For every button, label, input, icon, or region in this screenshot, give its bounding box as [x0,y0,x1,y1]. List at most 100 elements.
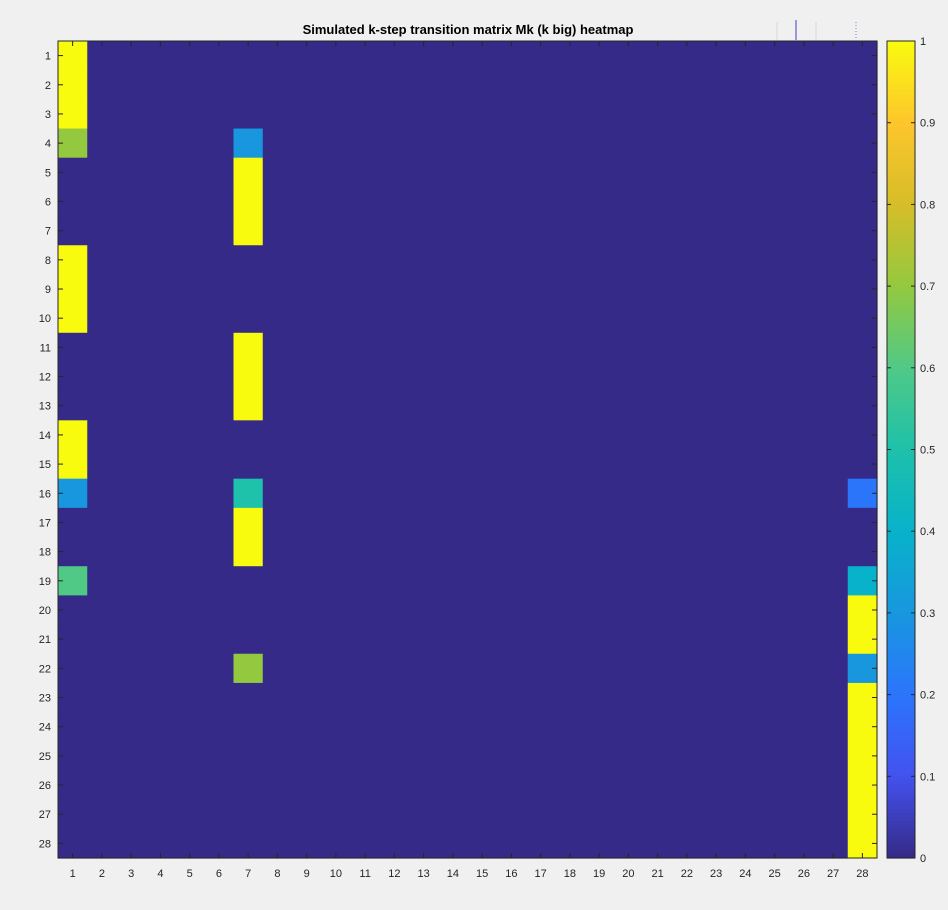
heatmap-cell-r22-c10 [321,653,352,684]
heatmap-cell-r23-c14 [438,682,469,713]
heatmap-cell-r6-c24 [730,186,761,217]
colorbar-segment [887,808,915,814]
heatmap-cell-r25-c20 [613,741,644,772]
heatmap-cell-r6-c2 [87,186,118,217]
colorbar-segment [887,567,915,573]
x-tick-label-10: 10 [330,868,342,880]
heatmap-cell-r17-c5 [175,507,205,538]
heatmap-cell-r15-c17 [526,449,556,480]
heatmap-cell-r11-c23 [701,332,732,363]
heatmap-cell-r7-c6 [204,216,235,246]
heatmap-cell-r4-c15 [467,128,498,159]
heatmap-cell-r13-c24 [730,391,761,421]
heatmap-cell-r12-c10 [321,361,352,392]
heatmap-cell-r7-c3 [116,216,147,246]
y-tick-label-26: 26 [39,780,51,792]
y-tick-label-6: 6 [45,196,51,208]
heatmap-cell-r22-c23 [701,653,732,684]
heatmap-cell-r16-c12 [379,478,410,509]
heatmap-cell-r19-c14 [438,566,469,596]
heatmap-cell-r25-c6 [204,741,235,772]
heatmap-cell-r21-c9 [292,624,322,655]
heatmap-cell-r10-c27 [818,303,849,334]
heatmap-cell-r2-c18 [555,70,586,100]
heatmap-cell-r5-c6 [204,157,235,188]
colorbar-segment [887,257,915,263]
heatmap-cell-r27-c11 [350,799,381,830]
heatmap-cell-r13-c26 [789,391,820,421]
colorbar-segment [887,474,915,479]
colorbar-segment [887,306,915,312]
heatmap-cell-r9-c15 [467,274,498,305]
colorbar-segment [887,347,915,353]
heatmap-cell-r10-c2 [87,303,118,334]
heatmap-cell-r25-c23 [701,741,732,772]
heatmap-cell-r10-c10 [321,303,352,334]
heatmap-cell-r24-c4 [145,712,176,742]
colorbar-segment [887,163,915,169]
colorbar-segment [887,241,915,246]
colorbar-segment [887,261,915,267]
colorbar-segment [887,433,915,438]
colorbar-segment [887,666,915,671]
heatmap-cell-r18-c13 [409,537,439,567]
heatmap-cell-r15-c19 [584,449,615,480]
heatmap-cell-r12-c2 [87,361,118,392]
heatmap-cell-r21-c24 [730,624,761,655]
heatmap-cell-r16-c17 [526,478,556,509]
heatmap-cell-r4-c3 [116,128,147,159]
colorbar-segment [887,351,915,357]
colorbar-segment [887,269,915,275]
heatmap-cell-r11-c16 [496,332,527,363]
heatmap-cell-r17-c21 [643,507,673,538]
heatmap-cell-r26-c8 [262,770,293,801]
heatmap-cell-r5-c5 [175,157,205,188]
heatmap-cell-r14-c3 [116,420,147,451]
heatmap-cell-r11-c12 [379,332,410,363]
x-tick-label-14: 14 [447,868,459,880]
heatmap-cell-r14-c4 [145,420,176,451]
heatmap-cell-r9-c2 [87,274,118,305]
heatmap-cell-r26-c4 [145,770,176,801]
heatmap-cell-r6-c14 [438,186,469,217]
colorbar-segment [887,490,915,496]
heatmap-cell-r14-c6 [204,420,235,451]
colorbar-segment [887,253,915,259]
heatmap-cell-r15-c23 [701,449,732,480]
heatmap-cell-r7-c22 [672,216,703,246]
y-tick-label-27: 27 [39,809,51,821]
heatmap-cell-r23-c10 [321,682,352,713]
heatmap-cell-r7-c14 [438,216,469,246]
heatmap-cell-r25-c26 [789,741,820,772]
heatmap-cell-r24-c8 [262,712,293,742]
heatmap-cell-r17-c6 [204,507,235,538]
heatmap-cell-r27-c18 [555,799,586,830]
colorbar-segment [887,543,915,549]
heatmap-cell-r2-c8 [262,70,293,100]
heatmap-cell-r3-c16 [496,99,527,130]
heatmap-cell-r25-c17 [526,741,556,772]
colorbar-segment [887,69,915,75]
heatmap-cell-r27-c17 [526,799,556,830]
heatmap-cell-r6-c8 [262,186,293,217]
heatmap-cell-r18-c16 [496,537,527,567]
heatmap-cell-r4-c11 [350,128,381,159]
heatmap-cell-r10-c17 [526,303,556,334]
y-tick-label-21: 21 [39,634,51,646]
heatmap-cell-r14-c5 [175,420,205,451]
heatmap-cell-r26-c12 [379,770,410,801]
heatmap-cell-r3-c9 [292,99,322,130]
heatmap-cell-r19-c21 [643,566,673,596]
heatmap-cell-r7-c23 [701,216,732,246]
colorbar-segment [887,510,915,516]
heatmap-cell-r2-c14 [438,70,469,100]
colorbar-segment [887,555,915,561]
heatmap-cell-r15-c24 [730,449,761,480]
heatmap-cell-r22-c8 [262,653,293,684]
heatmap-cell-r13-c19 [584,391,615,421]
heatmap-cell-r8-c11 [350,245,381,276]
heatmap-cell-r24-c9 [292,712,322,742]
heatmap-cell-r26-c26 [789,770,820,801]
heatmap-cell-r26-c10 [321,770,352,801]
heatmap-cell-r9-c24 [730,274,761,305]
